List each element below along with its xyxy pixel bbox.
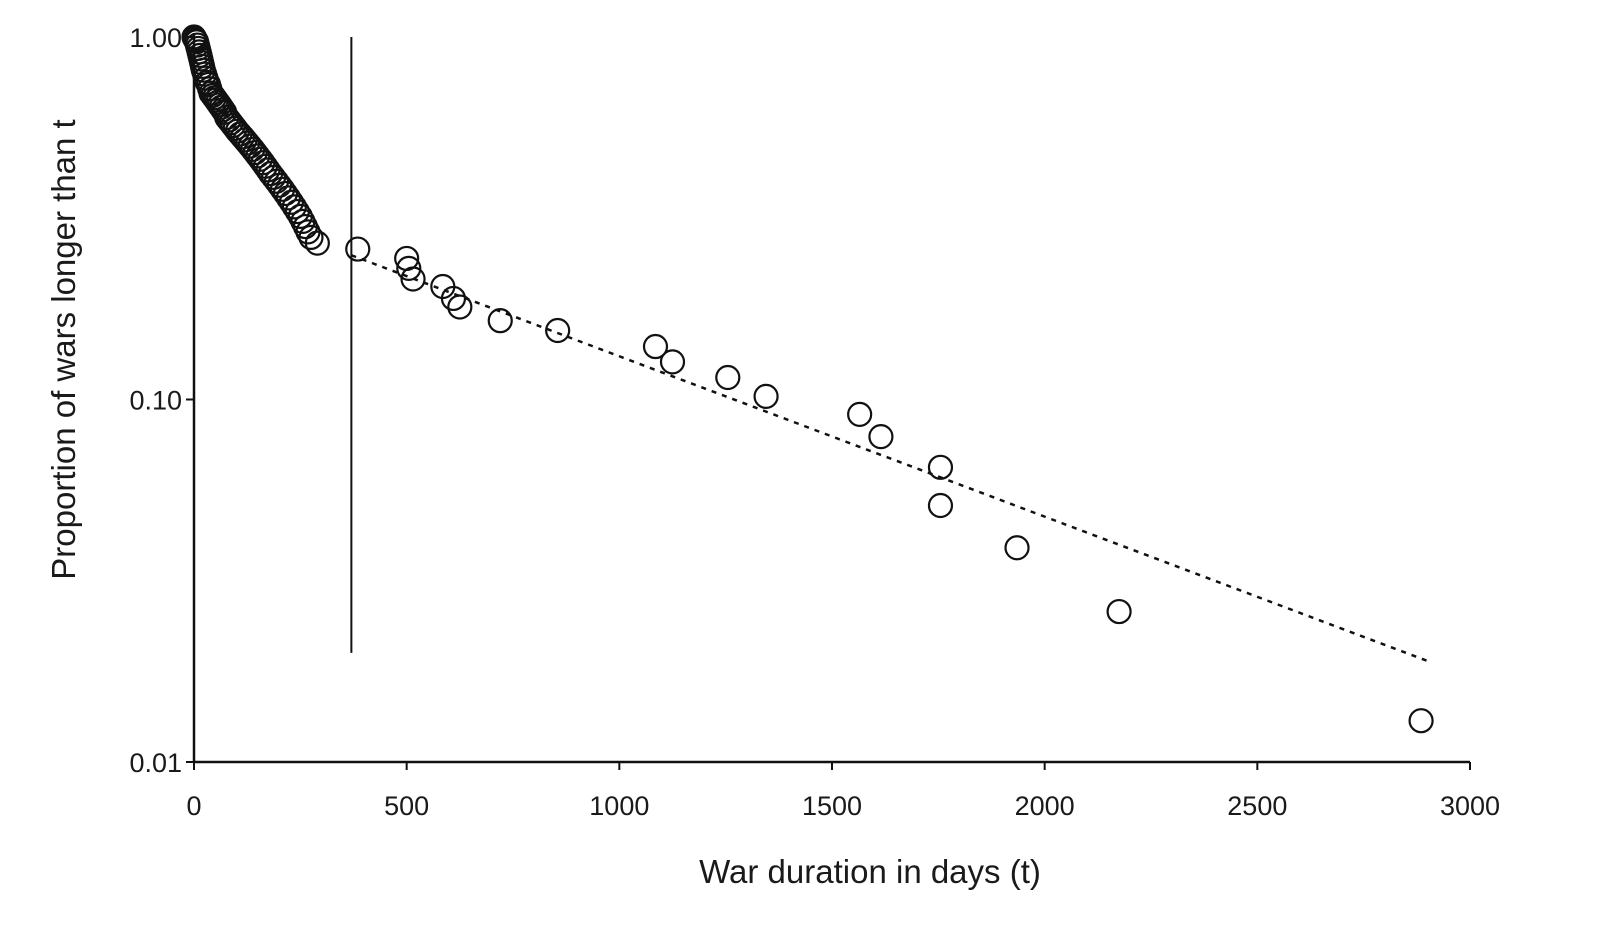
data-point bbox=[927, 454, 954, 480]
data-point bbox=[304, 230, 330, 256]
x-tick-label: 1500 bbox=[802, 791, 862, 821]
data-point bbox=[1408, 708, 1434, 734]
data-point bbox=[269, 176, 296, 202]
data-point bbox=[396, 255, 422, 281]
data-point bbox=[927, 492, 954, 519]
data-point bbox=[868, 424, 894, 450]
data-point bbox=[447, 294, 473, 320]
x-tick-label: 2500 bbox=[1227, 791, 1287, 821]
data-point bbox=[642, 333, 669, 360]
y-tick-label: 0.01 bbox=[129, 748, 182, 778]
data-point bbox=[545, 317, 571, 344]
x-tick-label: 1000 bbox=[589, 791, 649, 821]
data-point bbox=[266, 172, 293, 198]
data-point bbox=[345, 236, 371, 262]
x-tick-label: 0 bbox=[186, 791, 201, 821]
data-point bbox=[487, 308, 513, 334]
x-tick-label: 2000 bbox=[1015, 791, 1075, 821]
data-point bbox=[272, 180, 299, 207]
y-tick-label: 0.10 bbox=[129, 386, 182, 416]
data-point bbox=[715, 364, 741, 391]
data-point bbox=[298, 224, 324, 251]
fit-line bbox=[350, 254, 1428, 663]
data-point bbox=[232, 127, 258, 153]
data-point bbox=[847, 401, 873, 427]
x-axis-title: War duration in days (t) bbox=[699, 853, 1041, 890]
data-point bbox=[753, 383, 779, 409]
data-point bbox=[400, 266, 426, 292]
data-point bbox=[1004, 535, 1030, 561]
data-point bbox=[1106, 598, 1132, 625]
data-point bbox=[440, 285, 467, 312]
data-point bbox=[206, 92, 233, 118]
x-tick-label: 500 bbox=[384, 791, 429, 821]
y-tick-label: 1.00 bbox=[129, 23, 182, 53]
data-point bbox=[659, 349, 686, 375]
y-axis-title: Proportion of wars longer than t bbox=[45, 119, 82, 579]
x-tick-label: 3000 bbox=[1440, 791, 1500, 821]
data-point bbox=[234, 130, 261, 156]
